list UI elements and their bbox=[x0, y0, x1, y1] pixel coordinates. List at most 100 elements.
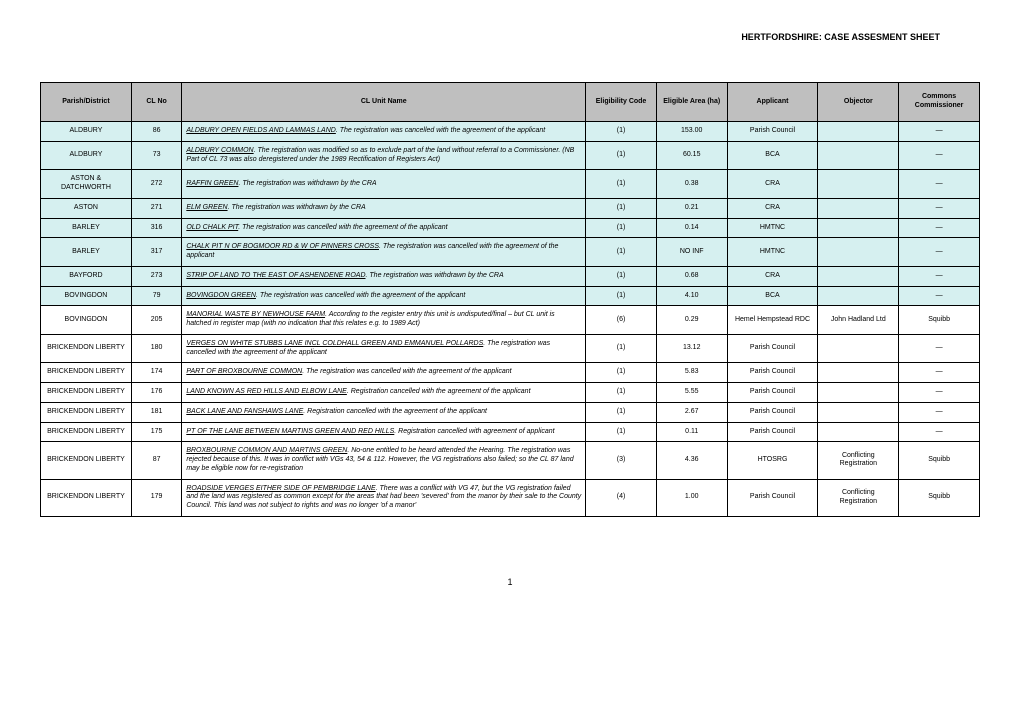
col-commissioner: Commons Commissioner bbox=[899, 83, 980, 122]
table-row: ASTON271 ELM GREEN. The registration was … bbox=[41, 198, 980, 218]
cell-unitname: RAFFIN GREEN. The registration was withd… bbox=[182, 170, 586, 199]
cell-applicant: BCA bbox=[727, 141, 818, 170]
cell-unitname: CHALK PIT N OF BOGMOOR RD & W OF PINNERS… bbox=[182, 238, 586, 267]
cell-applicant: BCA bbox=[727, 286, 818, 306]
cell-area: 4.10 bbox=[656, 286, 727, 306]
cell-objector bbox=[818, 238, 899, 267]
cell-commissioner: — bbox=[899, 334, 980, 363]
cell-applicant: CRA bbox=[727, 198, 818, 218]
table-row: BRICKENDON LIBERTY179ROADSIDE VERGES EIT… bbox=[41, 479, 980, 516]
unit-name-underline: BOVINGDON GREEN bbox=[186, 292, 256, 299]
cell-clno: 180 bbox=[131, 334, 181, 363]
cell-objector: John Hadland Ltd bbox=[818, 306, 899, 335]
cell-area: 5.55 bbox=[656, 383, 727, 403]
unit-name-underline: ALDBURY COMMON bbox=[186, 147, 253, 154]
cell-clno: 316 bbox=[131, 218, 181, 238]
table-row: BRICKENDON LIBERTY180VERGES ON WHITE STU… bbox=[41, 334, 980, 363]
unit-desc: . The registration was cancelled with th… bbox=[302, 368, 511, 375]
cell-unitname: ALDBURY COMMON. The registration was mod… bbox=[182, 141, 586, 170]
cell-parish: BRICKENDON LIBERTY bbox=[41, 442, 132, 479]
cell-unitname: ALDBURY OPEN FIELDS AND LAMMAS LAND. The… bbox=[182, 122, 586, 142]
cell-unitname: BOVINGDON GREEN. The registration was ca… bbox=[182, 286, 586, 306]
cell-clno: 205 bbox=[131, 306, 181, 335]
cell-commissioner: — bbox=[899, 363, 980, 383]
cell-area: 0.38 bbox=[656, 170, 727, 199]
cell-objector bbox=[818, 218, 899, 238]
cell-unitname: BROXBOURNE COMMON AND MARTINS GREEN. No-… bbox=[182, 442, 586, 479]
cell-parish: BRICKENDON LIBERTY bbox=[41, 402, 132, 422]
cell-parish: ASTON bbox=[41, 198, 132, 218]
unit-name-underline: PT OF THE LANE BETWEEN MARTINS GREEN AND… bbox=[186, 428, 394, 435]
cell-parish: BRICKENDON LIBERTY bbox=[41, 363, 132, 383]
cell-parish: ALDBURY bbox=[41, 122, 132, 142]
cell-code: (1) bbox=[586, 141, 657, 170]
cell-commissioner: Squibb bbox=[899, 479, 980, 516]
col-code: Eligibility Code bbox=[586, 83, 657, 122]
cell-area: 153.00 bbox=[656, 122, 727, 142]
cell-objector: Conflicting Registration bbox=[818, 479, 899, 516]
cell-commissioner: — bbox=[899, 286, 980, 306]
unit-name-underline: ALDBURY OPEN FIELDS AND LAMMAS LAND bbox=[186, 127, 336, 134]
cell-objector bbox=[818, 141, 899, 170]
cell-objector bbox=[818, 422, 899, 442]
cell-objector bbox=[818, 266, 899, 286]
cell-code: (1) bbox=[586, 383, 657, 403]
cell-clno: 271 bbox=[131, 198, 181, 218]
unit-name-underline: STRIP OF LAND TO THE EAST OF ASHENDENE R… bbox=[186, 272, 365, 279]
unit-name-underline: RAFFIN GREEN bbox=[186, 180, 238, 187]
cell-code: (1) bbox=[586, 422, 657, 442]
cell-parish: BAYFORD bbox=[41, 266, 132, 286]
cell-unitname: PART OF BROXBOURNE COMMON. The registrat… bbox=[182, 363, 586, 383]
cell-commissioner: — bbox=[899, 238, 980, 267]
cell-commissioner: — bbox=[899, 141, 980, 170]
col-area: Eligible Area (ha) bbox=[656, 83, 727, 122]
cell-code: (1) bbox=[586, 334, 657, 363]
cell-commissioner: — bbox=[899, 266, 980, 286]
table-row: BOVINGDON205MANORIAL WASTE BY NEWHOUSE F… bbox=[41, 306, 980, 335]
unit-name-underline: BACK LANE AND FANSHAWS LANE bbox=[186, 408, 303, 415]
cell-unitname: ROADSIDE VERGES EITHER SIDE OF PEMBRIDGE… bbox=[182, 479, 586, 516]
cell-parish: ASTON & DATCHWORTH bbox=[41, 170, 132, 199]
cell-unitname: VERGES ON WHITE STUBBS LANE INCL COLDHAL… bbox=[182, 334, 586, 363]
cell-area: 60.15 bbox=[656, 141, 727, 170]
table-row: BRICKENDON LIBERTY174PART OF BROXBOURNE … bbox=[41, 363, 980, 383]
unit-name-underline: ELM GREEN bbox=[186, 204, 227, 211]
unit-desc: . The registration was withdrawn by the … bbox=[228, 204, 366, 211]
cell-code: (1) bbox=[586, 218, 657, 238]
cell-code: (1) bbox=[586, 170, 657, 199]
unit-name-underline: MANORIAL WASTE BY NEWHOUSE FARM bbox=[186, 311, 325, 318]
cell-applicant: Parish Council bbox=[727, 422, 818, 442]
col-clno: CL No bbox=[131, 83, 181, 122]
cell-parish: BRICKENDON LIBERTY bbox=[41, 422, 132, 442]
cell-commissioner: — bbox=[899, 422, 980, 442]
cell-clno: 176 bbox=[131, 383, 181, 403]
assessment-table: Parish/District CL No CL Unit Name Eligi… bbox=[40, 82, 980, 517]
cell-applicant: HTOSRG bbox=[727, 442, 818, 479]
cell-unitname: MANORIAL WASTE BY NEWHOUSE FARM. Accordi… bbox=[182, 306, 586, 335]
cell-clno: 179 bbox=[131, 479, 181, 516]
cell-unitname: OLD CHALK PIT. The registration was canc… bbox=[182, 218, 586, 238]
cell-code: (3) bbox=[586, 442, 657, 479]
unit-name-underline: VERGES ON WHITE STUBBS LANE INCL COLDHAL… bbox=[186, 340, 483, 347]
cell-applicant: CRA bbox=[727, 170, 818, 199]
cell-parish: ALDBURY bbox=[41, 141, 132, 170]
table-row: ALDBURY86ALDBURY OPEN FIELDS AND LAMMAS … bbox=[41, 122, 980, 142]
cell-applicant: Parish Council bbox=[727, 363, 818, 383]
cell-commissioner: — bbox=[899, 170, 980, 199]
cell-commissioner: — bbox=[899, 383, 980, 403]
cell-area: 1.00 bbox=[656, 479, 727, 516]
cell-objector bbox=[818, 286, 899, 306]
table-row: BRICKENDON LIBERTY87BROXBOURNE COMMON AN… bbox=[41, 442, 980, 479]
cell-clno: 273 bbox=[131, 266, 181, 286]
unit-name-underline: CHALK PIT N OF BOGMOOR RD & W OF PINNERS… bbox=[186, 243, 379, 250]
cell-objector bbox=[818, 122, 899, 142]
cell-parish: BOVINGDON bbox=[41, 306, 132, 335]
cell-area: 4.36 bbox=[656, 442, 727, 479]
cell-applicant: CRA bbox=[727, 266, 818, 286]
cell-objector bbox=[818, 198, 899, 218]
cell-parish: BARLEY bbox=[41, 218, 132, 238]
cell-commissioner: — bbox=[899, 122, 980, 142]
table-row: BOVINGDON79BOVINGDON GREEN. The registra… bbox=[41, 286, 980, 306]
cell-commissioner: — bbox=[899, 402, 980, 422]
unit-name-underline: BROXBOURNE COMMON AND MARTINS GREEN bbox=[186, 447, 347, 454]
